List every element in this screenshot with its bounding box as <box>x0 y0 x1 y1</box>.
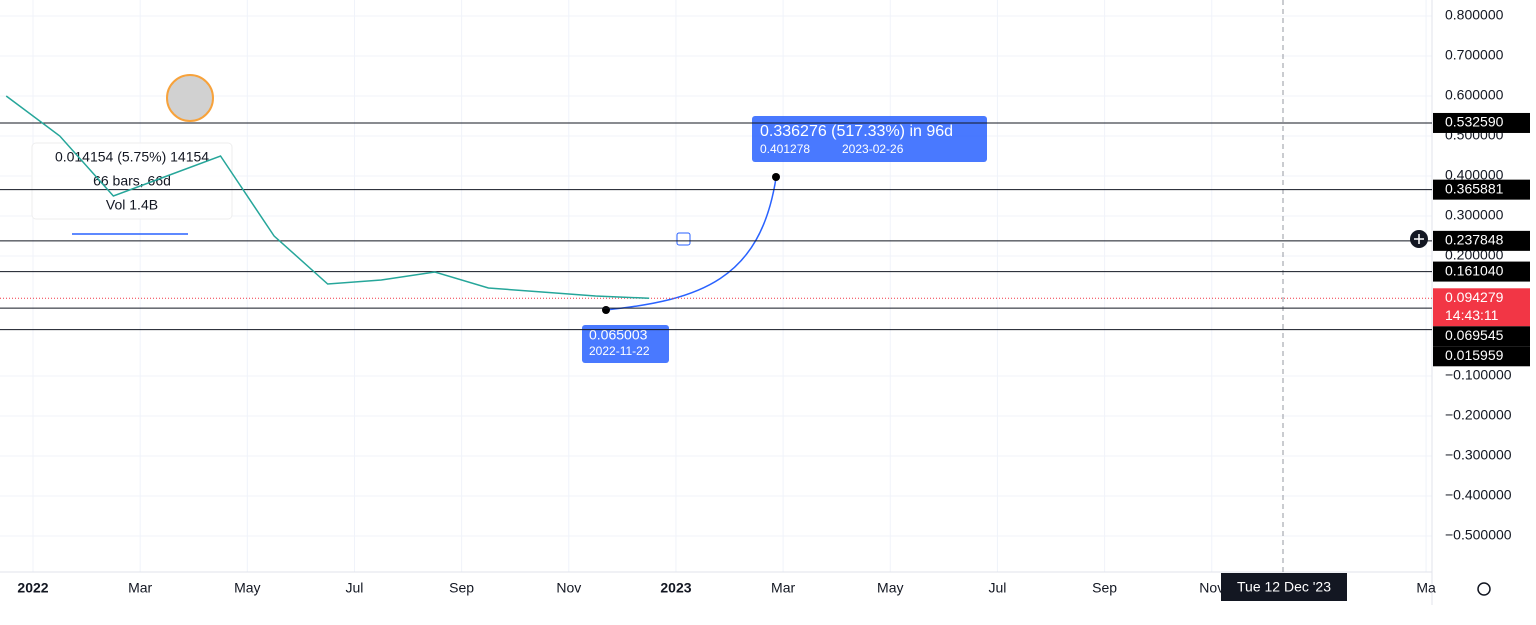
y-tick-label: −0.400000 <box>1445 487 1512 503</box>
projection-target: 0.401278 <box>760 142 810 156</box>
grid <box>0 0 1432 572</box>
x-tick-label: Nov <box>556 580 581 596</box>
level-label-box <box>1433 261 1530 282</box>
low-date: 2022-11-22 <box>589 344 650 358</box>
level-label-box <box>1433 230 1530 251</box>
level-label: 0.015959 <box>1445 347 1504 363</box>
last-price-label: 0.094279 <box>1445 289 1504 305</box>
projection-curve <box>605 177 777 311</box>
x-tick-label: Jul <box>346 580 364 596</box>
level-label: 0.532590 <box>1445 114 1504 130</box>
level-label-box <box>1433 346 1530 367</box>
projection-date: 2023-02-26 <box>842 142 904 156</box>
handle[interactable] <box>676 232 691 246</box>
settings-icon[interactable] <box>1477 582 1491 596</box>
circle-drawing <box>166 74 214 122</box>
countdown: 14:43:11 <box>1445 307 1499 323</box>
price-line <box>5 95 650 300</box>
level-label: 0.069545 <box>1445 327 1504 343</box>
y-tick-label: −0.200000 <box>1445 407 1512 423</box>
y-tick-label: 0.300000 <box>1445 207 1504 223</box>
x-tick-label: Mar <box>128 580 152 596</box>
y-tick-label: 0.800000 <box>1445 7 1504 23</box>
y-tick-label: −0.500000 <box>1445 527 1512 543</box>
level-label-box <box>1433 112 1530 133</box>
anchor <box>602 306 610 314</box>
projection-text: 0.336276 (517.33%) in 96d <box>760 123 953 140</box>
measure-box <box>31 142 233 220</box>
levels <box>0 122 1432 331</box>
low-price: 0.065003 <box>589 327 648 343</box>
measure-text: 0.014154 (5.75%) 14154 <box>55 149 209 165</box>
level-label: 0.161040 <box>1445 262 1504 278</box>
x-tick-label: Ma <box>1416 580 1436 596</box>
anchor <box>772 173 780 181</box>
measure-text: Vol 1.4B <box>106 197 158 213</box>
crosshair-date-box <box>1221 573 1347 601</box>
level-label: 0.237848 <box>1445 232 1504 248</box>
x-tick-label: 2022 <box>17 580 48 596</box>
x-tick-label: May <box>234 580 260 596</box>
level-label-box <box>1433 326 1530 347</box>
x-tick-label: Jul <box>988 580 1006 596</box>
crosshair-date: Tue 12 Dec '23 <box>1237 579 1331 595</box>
projection-box <box>752 116 987 162</box>
x-tick-label: 2023 <box>660 580 691 596</box>
x-tick-label: Nov <box>1199 580 1224 596</box>
add-icon <box>1414 234 1424 244</box>
x-tick-label: Sep <box>449 580 474 596</box>
last-price-box <box>1433 288 1530 327</box>
y-tick-label: −0.300000 <box>1445 447 1512 463</box>
measure-text: 66 bars, 66d <box>93 173 171 189</box>
x-tick-label: May <box>877 580 903 596</box>
y-tick-label: −0.100000 <box>1445 367 1512 383</box>
y-tick-label: 0.400000 <box>1445 167 1504 183</box>
y-tick-label: 0.600000 <box>1445 87 1504 103</box>
low-box <box>582 325 669 363</box>
level-label: 0.365881 <box>1445 180 1504 196</box>
x-tick-label: Sep <box>1092 580 1117 596</box>
level-label-box <box>1433 179 1530 200</box>
y-tick-label: 0.700000 <box>1445 47 1504 63</box>
plot <box>5 95 650 300</box>
x-tick-label: Mar <box>771 580 795 596</box>
